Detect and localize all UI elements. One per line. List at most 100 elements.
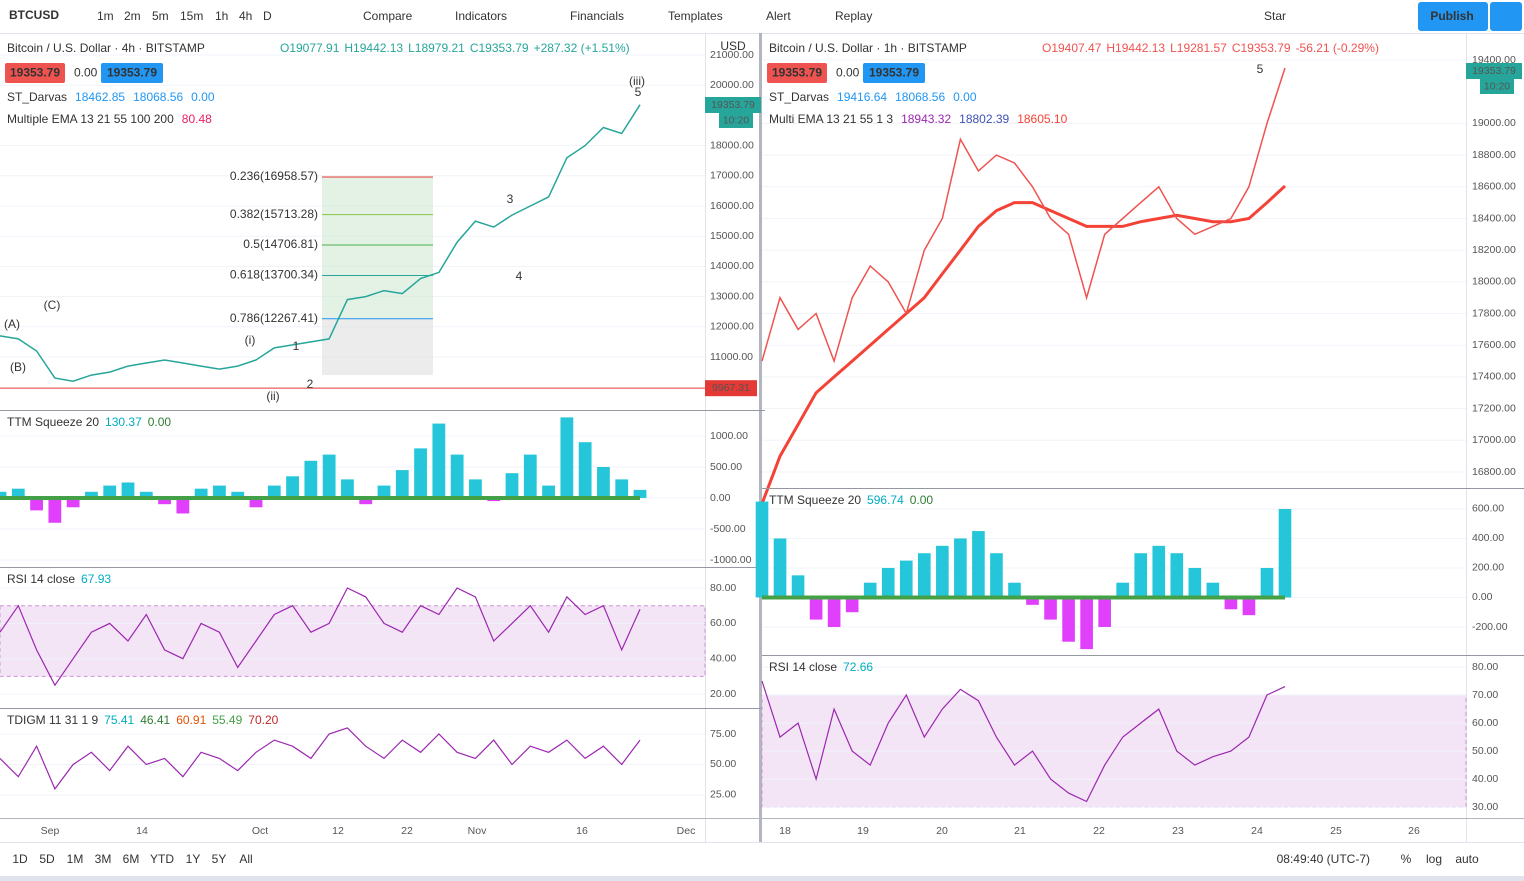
ask: 19353.79 (107, 66, 157, 80)
toolbar-button[interactable]: Alert (766, 9, 791, 23)
pane-value: 0.00 (148, 415, 172, 429)
histogram-bar (560, 417, 574, 498)
scale-toggle[interactable]: auto (1455, 852, 1479, 866)
price-axis-label: 18200.00 (1472, 244, 1516, 256)
wave-label: (C) (44, 298, 61, 312)
fib-label: 0.5(14706.81) (243, 237, 318, 251)
publish-button[interactable]: Publish (1430, 9, 1473, 23)
histogram-bar (341, 479, 354, 498)
price-axis-label: 14000.00 (710, 260, 754, 272)
wave-label: (i) (245, 333, 256, 347)
range-button[interactable]: 1D (12, 852, 28, 866)
histogram-bar (1188, 567, 1202, 598)
toolbar-button[interactable]: Templates (668, 9, 723, 23)
chart-title: Bitcoin / U.S. Dollar · 4h · BITSTAMP (7, 41, 205, 55)
histogram-bar (1152, 545, 1166, 598)
bid-box[interactable] (767, 63, 827, 83)
symbol[interactable]: BTCUSD (9, 8, 59, 22)
histogram-bar (1044, 597, 1057, 620)
interval-button[interactable]: 15m (180, 9, 203, 23)
study-value: 18068.56 (133, 90, 183, 104)
ask-box[interactable] (863, 63, 925, 83)
range-button[interactable]: 5Y (212, 852, 227, 866)
scale-toggle[interactable]: log (1426, 852, 1442, 866)
price-axis-label: 18000.00 (710, 139, 754, 151)
interval-button[interactable]: D (263, 9, 272, 23)
histogram-bar (773, 538, 787, 598)
histogram-bar (1008, 582, 1021, 598)
price-line (761, 67, 1286, 364)
histogram-bar (176, 497, 190, 514)
publish-bg[interactable] (1418, 2, 1488, 31)
interval-button[interactable]: 2m (124, 9, 141, 23)
pane-name: RSI 14 close (769, 660, 837, 674)
interval-button[interactable]: 4h (239, 9, 252, 23)
toolbar-button[interactable]: Replay (835, 9, 872, 23)
study-legend: ST_Darvas 19416.64 18068.56 0.00 (769, 90, 977, 104)
stream-bg[interactable] (1490, 2, 1522, 31)
histogram-bar (1242, 597, 1256, 616)
wave-label: (B) (10, 360, 26, 374)
interval-button[interactable]: 1h (215, 9, 228, 23)
ohlc: O19077.91 H19442.13 L18979.21 C19353.79 +287… (280, 41, 630, 55)
price-axis-label: 17200.00 (1472, 402, 1516, 414)
price-axis-label: 30.00 (1472, 801, 1498, 813)
layout-name[interactable]: Star (1264, 9, 1286, 23)
histogram-bar (633, 489, 647, 498)
range-button[interactable]: 5D (39, 852, 55, 866)
study-legend: ST_Darvas 18462.85 18068.56 0.00 (7, 90, 215, 104)
range-button[interactable]: 1M (67, 852, 84, 866)
histogram-bar (1062, 597, 1075, 642)
toolbar-button[interactable]: Compare (363, 9, 413, 23)
scale-toggle[interactable]: % (1401, 852, 1412, 866)
toolbar-button[interactable]: Financials (570, 9, 624, 23)
pane-name: TDIGM 11 31 1 9 (7, 713, 98, 727)
range-button[interactable]: YTD (150, 852, 174, 866)
histogram-bar (359, 497, 373, 505)
histogram-bar (755, 501, 769, 598)
range-button[interactable]: 3M (95, 852, 112, 866)
histogram-bar (395, 470, 409, 498)
pane-value: 130.37 (105, 415, 142, 429)
histogram-bar (377, 485, 391, 498)
price-axis-label: 17000.00 (1472, 434, 1516, 446)
histogram-bar (1170, 553, 1184, 598)
interval-button[interactable]: 1m (97, 9, 114, 23)
pane-legend: TTM Squeeze 20 596.74 0.00 (769, 493, 933, 507)
study-value: 18802.39 (959, 112, 1009, 126)
toolbar-button[interactable]: Indicators (455, 9, 507, 23)
range-button[interactable]: All (239, 852, 252, 866)
ohlc: O19407.47 H19442.13 L19281.57 C19353.79 -56.… (1042, 41, 1379, 55)
histogram-bar (286, 476, 299, 498)
wave-label: 3 (507, 192, 514, 206)
histogram-bar (48, 497, 62, 523)
interval-button[interactable]: 5m (152, 9, 169, 23)
rsi-band (0, 605, 706, 677)
histogram-bar (469, 479, 482, 498)
time-axis-label: 26 (1408, 825, 1420, 837)
ask-box[interactable] (101, 63, 163, 83)
histogram-bar (954, 538, 967, 598)
histogram-bar (1224, 597, 1238, 610)
price-badge: 19353.79 (1472, 65, 1516, 77)
pane-value: 72.66 (843, 660, 873, 674)
histogram-bar (899, 560, 913, 598)
countdown: 10:20 (1484, 80, 1510, 92)
fib-label: 0.618(13700.34) (230, 268, 318, 282)
range-button[interactable]: 6M (123, 852, 140, 866)
pane-value: 60.91 (176, 713, 206, 727)
histogram-bar (1278, 508, 1292, 598)
price-axis-label: 19400.00 (1472, 54, 1516, 66)
price-axis-label: 17800.00 (1472, 307, 1516, 319)
price-line (0, 104, 641, 382)
pane-value: 596.74 (867, 493, 904, 507)
range-button[interactable]: 1Y (186, 852, 201, 866)
bid-box[interactable] (5, 63, 65, 83)
time-axis-label: 19 (857, 825, 869, 837)
price-axis-label: 600.00 (1472, 503, 1504, 515)
time-axis-label: Nov (468, 825, 487, 837)
study-legend: Multi EMA 13 21 55 1 3 18943.32 18802.39 18… (769, 112, 1068, 126)
price-axis-label: 200.00 (1472, 562, 1504, 574)
time-axis-label: 24 (1251, 825, 1263, 837)
countdown: 10:20 (723, 114, 749, 126)
